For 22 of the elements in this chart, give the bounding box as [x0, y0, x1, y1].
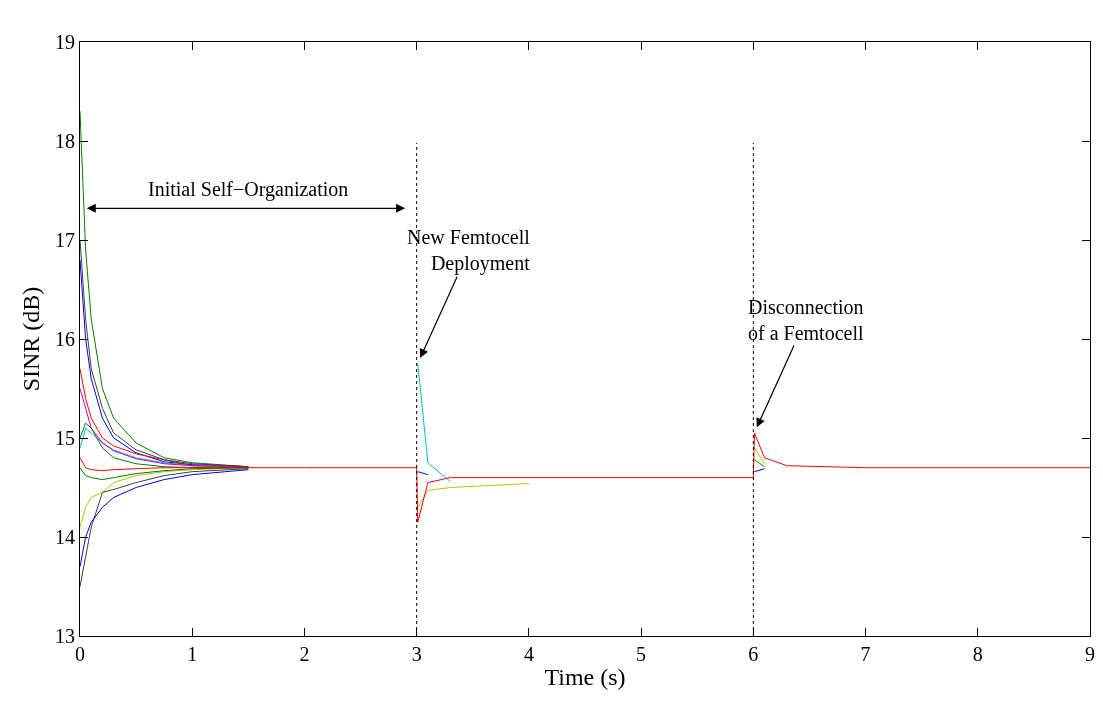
y-tick-label: 14 — [55, 526, 75, 548]
x-tick-label: 3 — [411, 643, 422, 665]
annotation: Initial Self−Organization — [148, 178, 349, 201]
x-tick-label: 8 — [972, 643, 983, 665]
x-tick-label: 4 — [523, 643, 534, 665]
y-tick-label: 18 — [55, 130, 75, 152]
annotation: Disconnection of a Femtocell — [748, 296, 864, 344]
x-tick-label: 2 — [299, 643, 310, 665]
y-tick-label: 13 — [55, 625, 75, 647]
x-tick-label: 0 — [75, 643, 85, 665]
y-tick-label: 15 — [55, 427, 75, 449]
x-tick-label: 9 — [1085, 643, 1095, 665]
x-axis-title: Time (s) — [544, 664, 626, 691]
y-tick-label: 17 — [55, 229, 75, 251]
x-tick-label: 7 — [860, 643, 871, 665]
y-tick-label: 19 — [55, 31, 75, 53]
x-tick-label: 5 — [636, 643, 647, 665]
x-tick-label: 6 — [748, 643, 759, 665]
annotation: New Femtocell Deployment — [407, 226, 531, 275]
y-axis-title: SINR (dB) — [18, 286, 45, 392]
y-tick-label: 16 — [55, 328, 75, 350]
x-tick-label: 1 — [187, 643, 198, 665]
